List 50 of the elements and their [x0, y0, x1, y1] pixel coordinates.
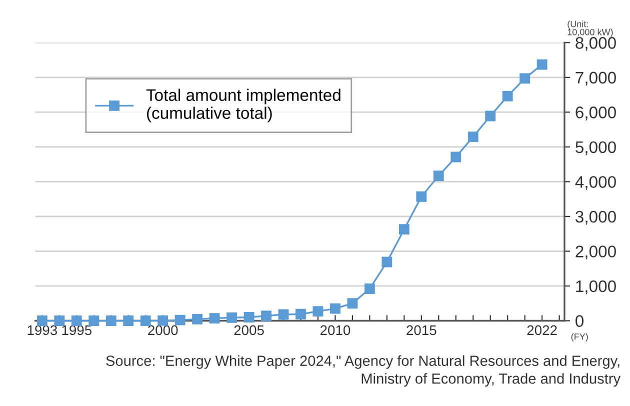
point — [450, 152, 462, 162]
x-tick-label: 2022 — [527, 325, 557, 336]
point — [192, 314, 203, 324]
x-tick-label: 2015 — [406, 325, 436, 336]
point — [416, 191, 427, 202]
point — [536, 59, 548, 70]
point — [140, 316, 151, 326]
y-tick-label: 3,000 — [576, 210, 616, 225]
point — [123, 316, 134, 326]
x-axis-title: (FY) — [571, 333, 588, 342]
point — [347, 298, 358, 309]
point — [278, 309, 289, 320]
x-tick-label: 1995 — [62, 325, 92, 336]
y-tick-label: 6,000 — [576, 106, 616, 120]
source-note: Source: "Energy White Paper 2024," Agency for Natural Resources and Energy, Ministry of Economy, Trade and Industry — [106, 355, 621, 387]
point — [382, 256, 392, 268]
x-tick-label: 2000 — [148, 325, 178, 336]
x-tick-label: 2010 — [320, 325, 350, 336]
point — [520, 73, 530, 84]
point — [244, 312, 254, 322]
y-tick-label: 2,000 — [576, 246, 616, 260]
y-tick-label: 4,000 — [575, 176, 616, 190]
y-tick-label: 5,000 — [576, 141, 616, 156]
point — [468, 132, 478, 142]
y-tick-label: 0 — [576, 315, 584, 327]
point — [36, 316, 48, 326]
x-tick-label: 2005 — [234, 325, 264, 336]
point — [158, 315, 168, 326]
point — [174, 314, 186, 326]
point — [312, 306, 324, 317]
point — [433, 170, 444, 181]
point — [71, 316, 82, 326]
point — [106, 316, 116, 326]
point — [485, 110, 496, 122]
point — [88, 316, 100, 326]
point — [209, 313, 220, 324]
y-tick-label: 7,000 — [576, 72, 616, 86]
point — [502, 90, 513, 102]
point — [54, 316, 65, 326]
point — [261, 310, 272, 322]
point — [296, 308, 306, 320]
y-tick-label: 1,000 — [576, 280, 616, 294]
x-tick-label: 1993 — [28, 325, 58, 336]
y-axis-title: (Unit: 10,000 kW) — [568, 20, 613, 38]
y-tick-label: 8,000 — [576, 37, 616, 51]
point — [226, 312, 237, 323]
point — [398, 224, 410, 235]
point — [364, 284, 375, 294]
legend-label: Total amount implemented (cumulative total) — [146, 88, 340, 122]
point — [330, 303, 340, 314]
